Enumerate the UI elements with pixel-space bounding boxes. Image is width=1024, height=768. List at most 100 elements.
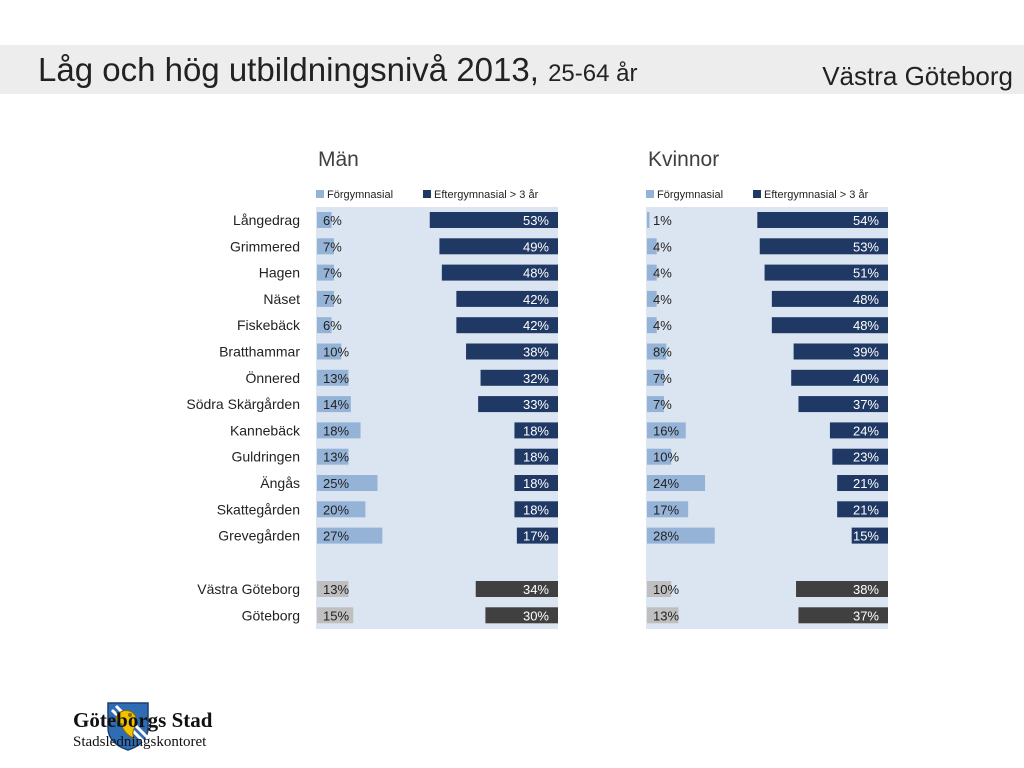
man-label-high-hagen: 48% — [523, 266, 549, 281]
logo-unit: Stadsledningskontoret — [73, 734, 207, 750]
man-bar-high-langedrag — [429, 212, 558, 228]
kvinnor-chart-title: Kvinnor — [648, 148, 719, 171]
kvinnor-bar-high-onnered — [791, 369, 888, 386]
kvinnor-legend-swatch-low — [646, 190, 654, 198]
row-label-sodra-skargarden: Södra Skärgården — [186, 396, 300, 412]
kvinnor-bar-high-hagen — [764, 264, 888, 281]
kvinnor-bar-high-langedrag — [757, 212, 888, 228]
kvinnor-label-high-grevegarden: 15% — [853, 529, 879, 544]
kvinnor-label-low-guldringen: 10% — [653, 450, 679, 465]
kvinnor-bar-low-bratthammar — [647, 343, 667, 360]
kvinnor-bar-low-goteborg — [647, 607, 679, 624]
man-label-high-skattegarden: 18% — [523, 502, 549, 517]
kvinnor-label-low-grevegarden: 28% — [653, 529, 679, 544]
kvinnor-bar-high-grevegarden — [851, 527, 888, 544]
kvinnor-legend-label-low: Förgymnasial — [657, 189, 723, 201]
kvinnor-bar-high-angas — [837, 475, 888, 491]
man-label-low-fiskeback: 6% — [323, 318, 342, 333]
kvinnor-bar-high-fiskeback — [771, 317, 888, 334]
man-bar-low-onnered — [317, 369, 349, 386]
page-title-sub: 25-64 år — [548, 60, 638, 87]
row-label-guldringen: Guldringen — [232, 449, 301, 465]
kvinnor-bar-high-skattegarden — [837, 501, 888, 518]
man-bar-low-grimmered — [317, 238, 334, 255]
kvinnor-label-high-bratthammar: 39% — [853, 345, 879, 360]
kvinnor-bar-high-grimmered — [759, 238, 888, 255]
man-bar-high-fiskeback — [456, 317, 558, 334]
man-label-low-grevegarden: 27% — [323, 529, 349, 544]
kvinnor-bar-high-bratthammar — [793, 343, 888, 360]
man-label-low-langedrag: 6% — [323, 213, 342, 228]
man-bar-high-vastra-goteborg — [475, 581, 558, 597]
kvinnor-label-low-kanneback: 16% — [653, 423, 679, 438]
man-label-high-grevegarden: 17% — [523, 529, 549, 544]
title-band — [0, 45, 1024, 94]
kvinnor-label-high-vastra-goteborg: 38% — [853, 582, 879, 597]
man-chart-title: Män — [318, 148, 359, 171]
kvinnor-label-high-sodra-skargarden: 37% — [853, 397, 879, 412]
kvinnor-label-low-goteborg: 13% — [653, 608, 679, 623]
kvinnor-bar-low-vastra-goteborg — [647, 581, 672, 597]
row-label-fiskeback: Fiskebäck — [237, 317, 301, 333]
row-label-angas: Ängås — [260, 475, 300, 491]
man-label-low-bratthammar: 10% — [323, 345, 349, 360]
man-bar-high-guldringen — [514, 448, 558, 465]
row-label-grevegarden: Grevegården — [218, 528, 300, 544]
kvinnor-label-low-naset: 4% — [653, 292, 672, 307]
man-legend-label-low: Förgymnasial — [327, 189, 393, 201]
man-bar-low-goteborg — [317, 607, 354, 624]
kvinnor-label-high-naset: 48% — [853, 292, 879, 307]
man-bar-low-kanneback — [317, 422, 361, 439]
kvinnor-bar-high-naset — [771, 290, 888, 307]
man-bar-high-grimmered — [439, 238, 558, 255]
kvinnor-label-high-grimmered: 53% — [853, 239, 879, 254]
man-bar-high-angas — [514, 475, 558, 491]
row-label-hagen: Hagen — [259, 265, 300, 281]
man-label-high-fiskeback: 42% — [523, 318, 549, 333]
man-label-low-goteborg: 15% — [323, 608, 349, 623]
man-bar-low-bratthammar — [317, 343, 342, 360]
kvinnor-label-high-onnered: 40% — [853, 371, 879, 386]
man-label-low-guldringen: 13% — [323, 450, 349, 465]
kvinnor-legend-label-high: Eftergymnasial > 3 år — [764, 189, 869, 201]
kvinnor-bar-low-guldringen — [647, 448, 672, 465]
kvinnor-bar-high-goteborg — [798, 607, 888, 624]
page-title-main: Låg och hög utbildningsnivå 2013, — [38, 51, 539, 88]
kvinnor-label-high-angas: 21% — [853, 476, 879, 491]
man-label-high-bratthammar: 38% — [523, 345, 549, 360]
man-label-high-goteborg: 30% — [523, 608, 549, 623]
row-label-grimmered: Grimmered — [230, 238, 300, 254]
row-label-onnered: Önnered — [246, 369, 300, 386]
man-legend-swatch-low — [316, 190, 324, 198]
man-label-high-naset: 42% — [523, 292, 549, 307]
man-bar-low-langedrag — [317, 212, 332, 228]
man-label-high-vastra-goteborg: 34% — [523, 582, 549, 597]
kvinnor-bar-low-sodra-skargarden — [647, 396, 664, 413]
kvinnor-label-high-langedrag: 54% — [853, 213, 879, 228]
row-label-bratthammar: Bratthammar — [219, 344, 300, 360]
kvinnor-legend-swatch-high — [753, 190, 761, 198]
row-label-langedrag: Långedrag — [233, 212, 300, 228]
kvinnor-label-high-hagen: 51% — [853, 266, 879, 281]
kvinnor-bar-high-vastra-goteborg — [796, 581, 888, 597]
logo-name: Göteborgs Stad — [73, 708, 213, 732]
kvinnor-bar-high-kanneback — [829, 422, 888, 439]
man-bar-high-goteborg — [485, 607, 558, 624]
kvinnor-bar-low-hagen — [647, 264, 657, 281]
row-label-naset: Näset — [263, 291, 300, 307]
kvinnor-label-low-hagen: 4% — [653, 266, 672, 281]
man-bar-low-angas — [317, 475, 378, 491]
kvinnor-bar-low-langedrag — [647, 212, 650, 228]
man-bar-high-kanneback — [514, 422, 558, 439]
row-label-vastra-goteborg: Västra Göteborg — [197, 581, 300, 597]
man-bar-low-skattegarden — [317, 501, 366, 518]
kvinnor-label-low-grimmered: 4% — [653, 239, 672, 254]
man-bar-high-grevegarden — [516, 527, 558, 544]
row-label-skattegarden: Skattegården — [217, 501, 300, 517]
man-bar-low-naset — [317, 290, 334, 307]
man-legend-label-high: Eftergymnasial > 3 år — [434, 189, 539, 201]
man-bar-low-guldringen — [317, 448, 349, 465]
man-bar-high-naset — [456, 290, 558, 307]
kvinnor-bar-high-sodra-skargarden — [798, 396, 888, 413]
